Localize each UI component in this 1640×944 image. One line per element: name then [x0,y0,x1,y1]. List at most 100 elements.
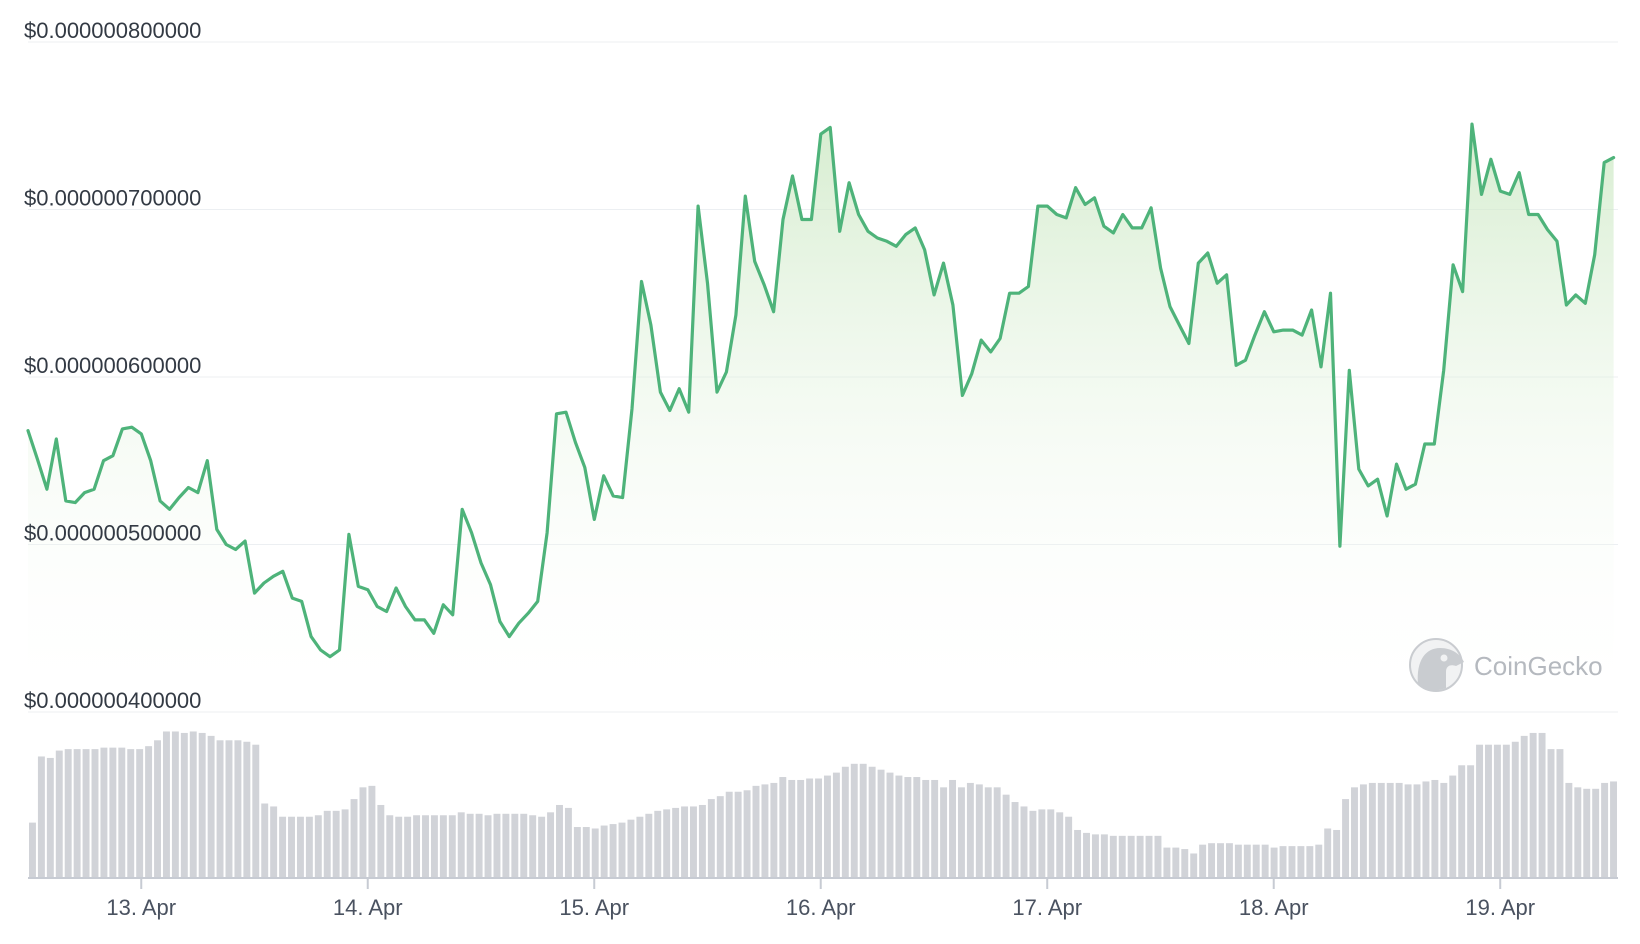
volume-bar [305,816,313,877]
volume-bar [332,810,340,877]
volume-bar [296,816,304,877]
volume-bar [1449,775,1457,877]
volume-bar [1431,779,1439,877]
volume-bar [645,813,653,877]
volume-bar [832,772,840,877]
volume-bar [1109,835,1117,877]
volume-bar [1145,835,1153,877]
volume-bar [779,777,787,877]
volume-bar [127,749,135,877]
volume-bar [73,749,81,877]
volume-bars [29,731,1617,877]
volume-bar [1208,843,1216,877]
volume-bar [1056,812,1064,877]
volume-bar [457,812,465,877]
volume-bar [618,822,626,877]
volume-bar [1359,784,1367,877]
volume-bar [797,779,805,877]
volume-bar [154,740,161,877]
volume-bar [859,763,867,877]
volume-bar [1601,782,1609,877]
volume-bar [1297,846,1305,877]
volume-bar [91,749,99,877]
volume-bar [1306,846,1314,877]
y-tick-label: $0.000000800000 [24,18,201,43]
volume-bar [538,816,546,877]
volume-bar [1395,782,1403,877]
volume-bar [422,815,429,877]
volume-bar [359,787,367,877]
volume-bar [895,775,903,877]
volume-bar [207,735,215,877]
volume-bar [957,787,965,877]
gecko-eye-icon [1440,654,1448,662]
volume-bar [1610,781,1617,877]
volume-bar [1217,843,1224,877]
volume-bar [752,785,760,877]
volume-bar [1422,781,1430,877]
volume-bar [1315,844,1323,877]
volume-bar [1324,828,1332,877]
volume-bar [323,810,331,877]
volume-bar [1574,787,1582,877]
volume-bar [600,825,608,877]
volume-bar [368,785,376,877]
volume-bar [1047,809,1055,877]
volume-bar [913,777,921,877]
volume-bar [1136,835,1144,877]
volume-bar [1547,749,1555,877]
volume-bar [636,816,644,877]
volume-bar [1261,844,1269,877]
volume-bar [270,806,278,877]
y-tick-label: $0.000000700000 [24,186,201,211]
volume-bar [466,813,474,877]
volume-bar [225,740,233,877]
volume-bar [564,807,572,877]
volume-bar [314,815,322,877]
volume-bar [1020,806,1028,877]
volume-bar [1583,788,1591,877]
volume-bar [761,784,769,877]
volume-bar [556,804,563,877]
volume-bar [1225,843,1233,877]
volume-bar [1476,744,1484,877]
volume-bar [672,807,680,877]
volume-bar [162,731,170,877]
volume-bar [1556,749,1564,877]
volume-bar [386,815,394,877]
volume-bar [886,772,894,877]
x-axis: 13. Apr 14. Apr 15. Apr 16. Apr 17. Apr 18. A… [28,877,1618,920]
volume-bar [1520,735,1528,877]
volume-bar [1029,810,1037,877]
volume-bar [690,806,697,877]
volume-bar [609,824,617,877]
volume-bar [404,816,412,877]
volume-bar [413,815,421,877]
volume-bar [279,816,287,877]
volume-bar [1467,765,1475,877]
volume-bar [815,778,822,877]
volume-bar [529,815,537,877]
volume-bar [1011,802,1019,877]
y-tick-label: $0.000000500000 [24,521,201,546]
volume-bar [261,803,269,877]
volume-bar [180,732,188,877]
volume-bar [109,747,117,877]
x-tick-label: 15. Apr [559,895,629,920]
price-area [26,122,1616,713]
volume-bar [582,827,590,877]
volume-bar [1270,847,1278,877]
volume-bar [136,749,144,877]
volume-bar [1440,782,1448,877]
volume-bar [1181,849,1189,877]
volume-bar [993,787,1001,877]
volume-bar [1002,794,1010,877]
volume-bar [1413,784,1421,877]
volume-bar [100,747,108,877]
volume-bar [841,766,849,877]
volume-bar [430,815,438,877]
volume-bar [234,740,242,877]
volume-bar [46,757,54,877]
volume-bar [734,791,742,877]
